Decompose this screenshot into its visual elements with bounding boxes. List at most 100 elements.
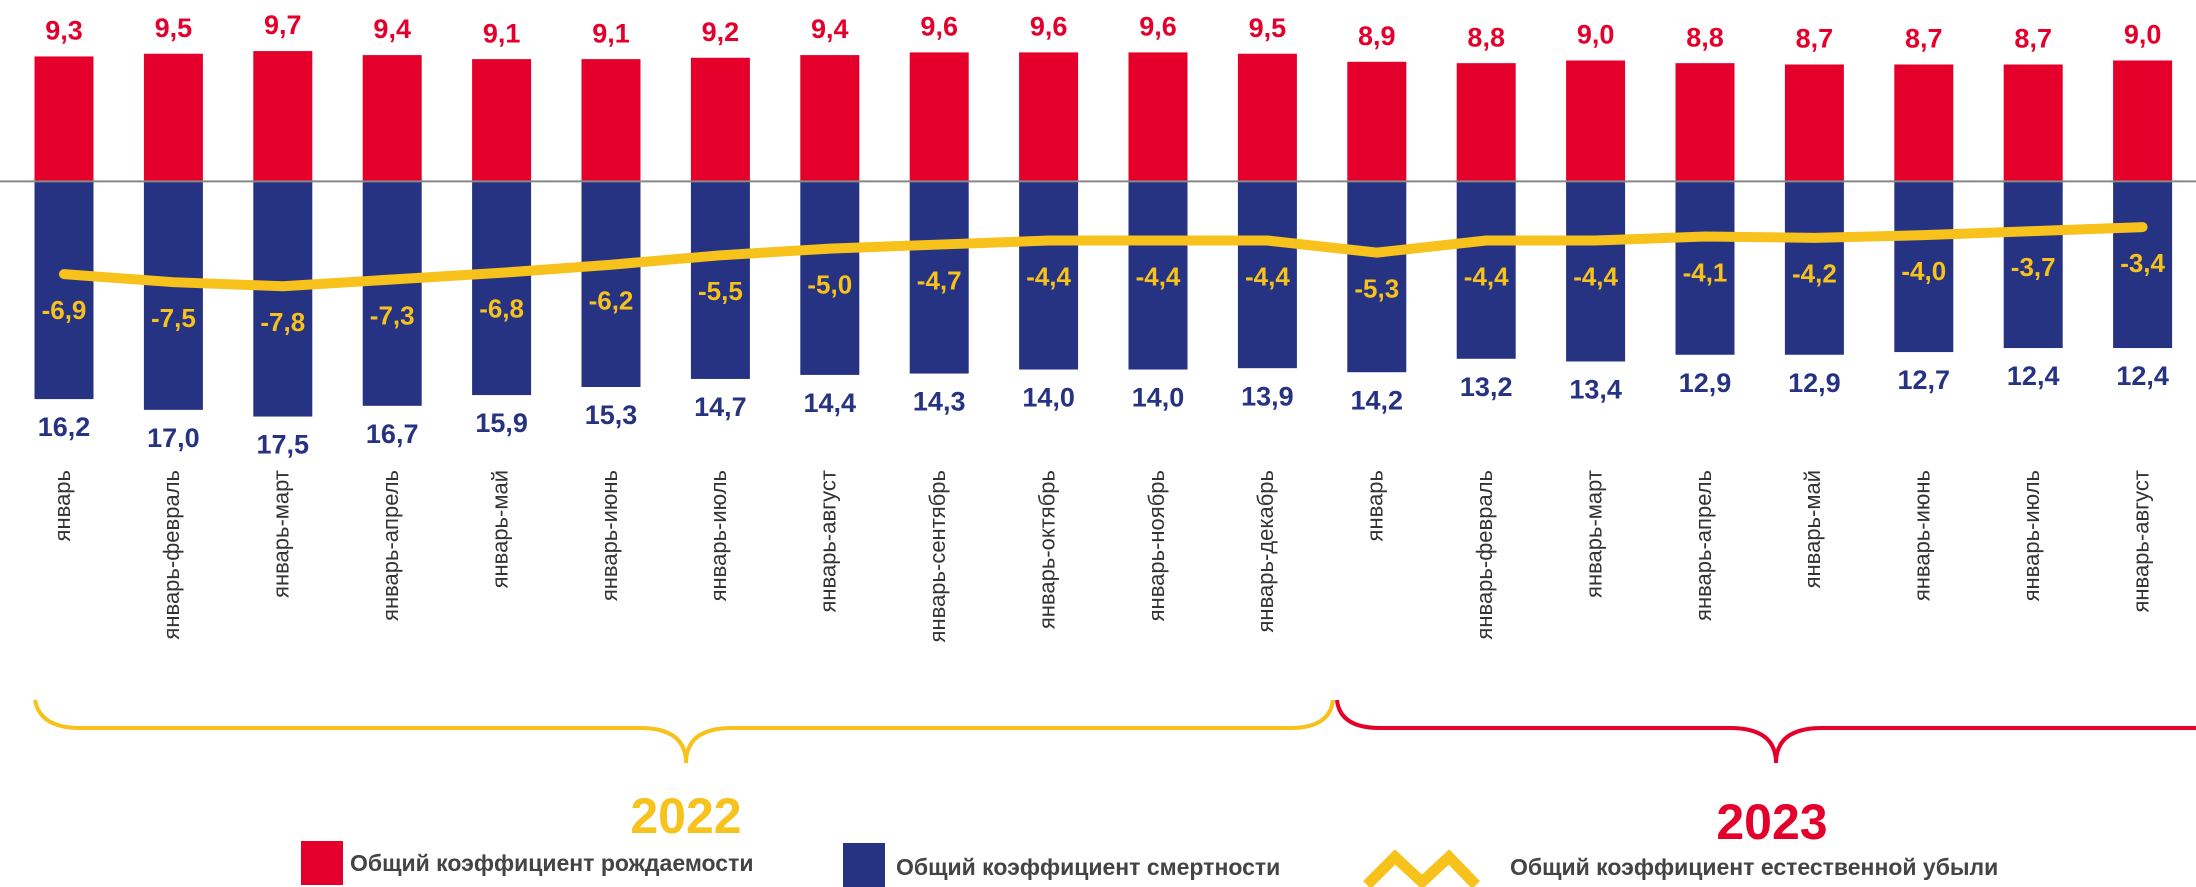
bar [909,52,969,182]
value-label: -7,5 [151,303,196,333]
x-tick-label: январь-май [1800,470,1825,588]
bar [1784,64,1844,182]
bar [1347,181,1407,373]
bar [2003,181,2063,349]
legend-swatch [301,841,343,885]
bar [800,181,860,375]
value-label: 9,6 [1030,12,1068,42]
value-label: -4,4 [1245,261,1290,291]
x-tick-label: январь-май [487,470,512,588]
year-label: 2023 [1716,794,1827,850]
value-label: 14,4 [804,388,857,418]
x-tick-label: январь-июнь [597,470,622,601]
value-label: -4,4 [1464,261,1509,291]
bar [581,181,641,387]
value-label: 9,0 [1577,20,1615,50]
x-tick-label: январь-июль [706,470,731,601]
value-label: 13,2 [1460,372,1513,402]
x-tick-label: январь-ноябрь [1144,470,1169,621]
bar [1566,181,1626,362]
legend-swatch [1363,849,1480,887]
bar [1019,181,1079,370]
line [59,222,2148,292]
value-label: 9,2 [702,17,740,47]
x-tick-label: январь-апрель [1691,470,1716,621]
value-label: 8,7 [1796,24,1834,54]
value-label: 14,2 [1351,385,1404,415]
bar [1128,52,1188,182]
value-label: -4,4 [1573,261,1618,291]
value-label: 14,0 [1132,383,1185,413]
value-label: -4,0 [1901,256,1946,286]
bar [34,181,94,400]
value-label: -4,4 [1026,261,1071,291]
value-label: 8,7 [1905,24,1943,54]
bar [253,51,313,182]
value-label: 8,8 [1467,22,1505,52]
bar [2113,60,2173,182]
x-tick-label: январь-февраль [1472,470,1497,640]
value-label: -6,8 [479,294,524,324]
bar [472,181,532,396]
value-label: 9,6 [1139,12,1177,42]
bar [1019,52,1079,182]
value-label: -7,8 [260,307,305,337]
x-tick-label: январь-декабрь [1253,470,1278,632]
value-label: 15,9 [475,408,528,438]
value-label: 9,3 [45,16,83,46]
value-label: 8,7 [2014,24,2052,54]
bar [1566,60,1626,182]
x-tick-label: январь-июнь [1910,470,1935,601]
bar [362,181,422,406]
bar [34,56,94,182]
x-tick-label: январь-март [1581,470,1606,598]
value-label: 9,0 [2124,20,2162,50]
bar [1347,61,1407,182]
bar [2003,64,2063,182]
bar [1456,181,1516,359]
value-label: 14,7 [694,392,747,422]
legend-swatch [843,843,885,887]
x-tick-label: январь-апрель [378,470,403,621]
legend-label: Общий коэффициент смертности [896,854,1280,880]
bar [253,181,313,417]
value-label: 12,9 [1679,368,1732,398]
bar [472,59,532,182]
legend-label: Общий коэффициент естественной убыли [1510,854,1998,880]
bar [2113,181,2173,349]
bar [1675,63,1735,182]
brace-2022 [33,699,1335,764]
bar [909,181,969,374]
value-label: -5,3 [1354,274,1399,304]
x-tick-label: январь-сентябрь [925,470,950,642]
value-label: 9,5 [155,13,193,43]
value-label: 9,1 [592,18,630,48]
value-label: 12,7 [1898,365,1951,395]
value-label: 13,9 [1241,381,1294,411]
value-label: 16,7 [366,419,419,449]
value-label: 9,6 [920,12,958,42]
bar [1675,181,1735,355]
bar [1894,64,1954,182]
value-label: 16,2 [38,412,91,442]
bar [690,57,750,182]
value-label: -4,7 [917,265,962,295]
bar [1128,181,1188,370]
value-label: -4,1 [1683,257,1728,287]
x-tick-label: январь-март [269,470,294,598]
legend-label: Общий коэффициент рождаемости [350,850,753,876]
bar [690,181,750,379]
value-label: -4,4 [1136,261,1181,291]
value-label: -3,4 [2120,248,2165,278]
x-tick-label: январь-февраль [159,470,184,640]
value-label: 12,9 [1788,368,1841,398]
value-label: -3,7 [2011,252,2056,282]
x-tick-label: январь-октябрь [1034,470,1059,629]
value-label: 17,5 [257,430,310,460]
value-label: 9,4 [811,14,849,44]
bar [143,181,203,410]
bar [1237,53,1297,182]
value-label: 9,4 [373,14,411,44]
bar [143,53,203,182]
